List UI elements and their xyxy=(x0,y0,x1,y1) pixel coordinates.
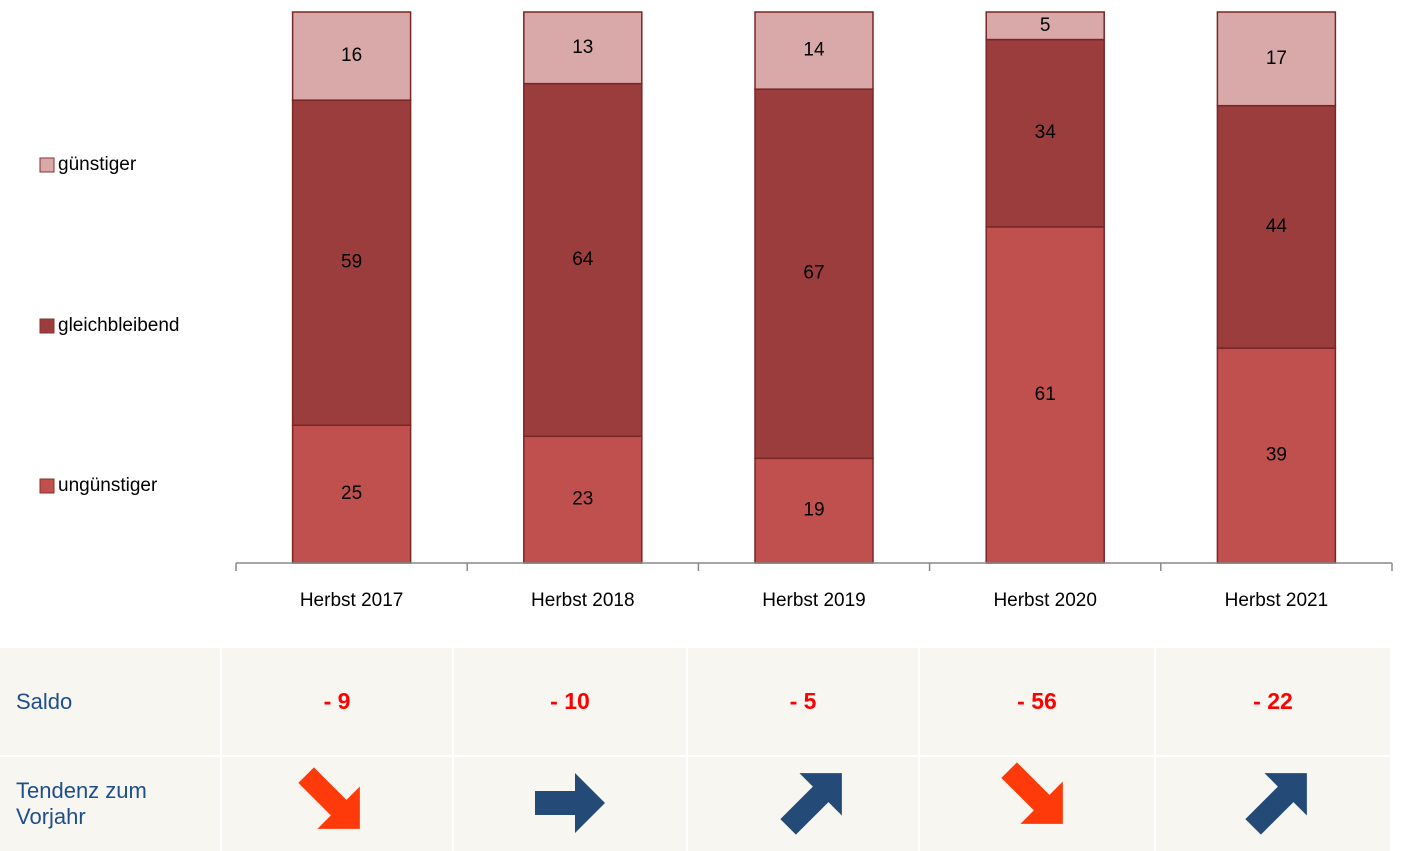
trend-cell xyxy=(920,757,1154,851)
saldo-cell: - 5 xyxy=(688,648,918,755)
x-tick-label: Herbst 2020 xyxy=(993,590,1097,611)
trend-cell xyxy=(222,757,452,851)
row-header: Tendenz zum Vorjahr xyxy=(0,757,220,851)
data-label: 5 xyxy=(1040,15,1051,36)
saldo-cell: - 56 xyxy=(920,648,1154,755)
bar-segment xyxy=(985,38,1105,228)
data-label: 67 xyxy=(803,263,824,284)
x-tick-label: Herbst 2019 xyxy=(762,590,866,611)
data-label: 16 xyxy=(341,45,362,66)
bar-segment xyxy=(523,11,643,85)
bar-segment xyxy=(754,88,874,460)
bar-segment xyxy=(291,11,412,101)
trend-cell xyxy=(454,757,686,851)
bar-segment xyxy=(523,435,643,564)
trend-cell xyxy=(1156,757,1390,851)
data-label: 64 xyxy=(572,249,594,270)
row-header: Saldo xyxy=(0,648,220,755)
data-label: 44 xyxy=(1266,216,1288,237)
bar-segment xyxy=(754,11,874,90)
saldo-cell: - 9 xyxy=(222,648,452,755)
legend-label: ungünstiger xyxy=(58,475,158,496)
x-tick-label: Herbst 2018 xyxy=(531,590,635,611)
saldo-cell: - 22 xyxy=(1156,648,1390,755)
data-label: 61 xyxy=(1035,384,1056,405)
bar-segment xyxy=(291,424,412,564)
data-label: 59 xyxy=(341,252,362,273)
legend-swatch xyxy=(39,157,55,173)
legend-label: günstiger xyxy=(58,154,137,175)
data-label: 17 xyxy=(1266,48,1287,69)
x-tick-label: Herbst 2021 xyxy=(1225,590,1329,611)
saldo-cell: - 10 xyxy=(454,648,686,755)
legend-swatch xyxy=(39,318,55,334)
data-label: 34 xyxy=(1035,122,1057,143)
legend-swatch xyxy=(39,478,55,494)
data-label: 25 xyxy=(341,483,362,504)
chart: 25 59 16 Herbst 2017 23 64 13 Herbst 2018 19 67 14… xyxy=(39,11,1393,611)
bar-segment xyxy=(1216,11,1337,107)
data-label: 14 xyxy=(803,40,825,61)
bar-segment xyxy=(985,11,1105,41)
data-label: 39 xyxy=(1266,445,1287,466)
data-label: 13 xyxy=(572,37,593,58)
bar-segment xyxy=(523,82,643,438)
trend-cell xyxy=(688,757,918,851)
bar-segment xyxy=(291,99,412,426)
bar-segment xyxy=(1216,347,1337,564)
bar-segment xyxy=(985,226,1105,564)
x-tick-label: Herbst 2017 xyxy=(300,590,404,611)
legend-label: gleichbleibend xyxy=(58,315,180,336)
data-label: 19 xyxy=(803,500,824,521)
data-label: 23 xyxy=(572,489,593,510)
